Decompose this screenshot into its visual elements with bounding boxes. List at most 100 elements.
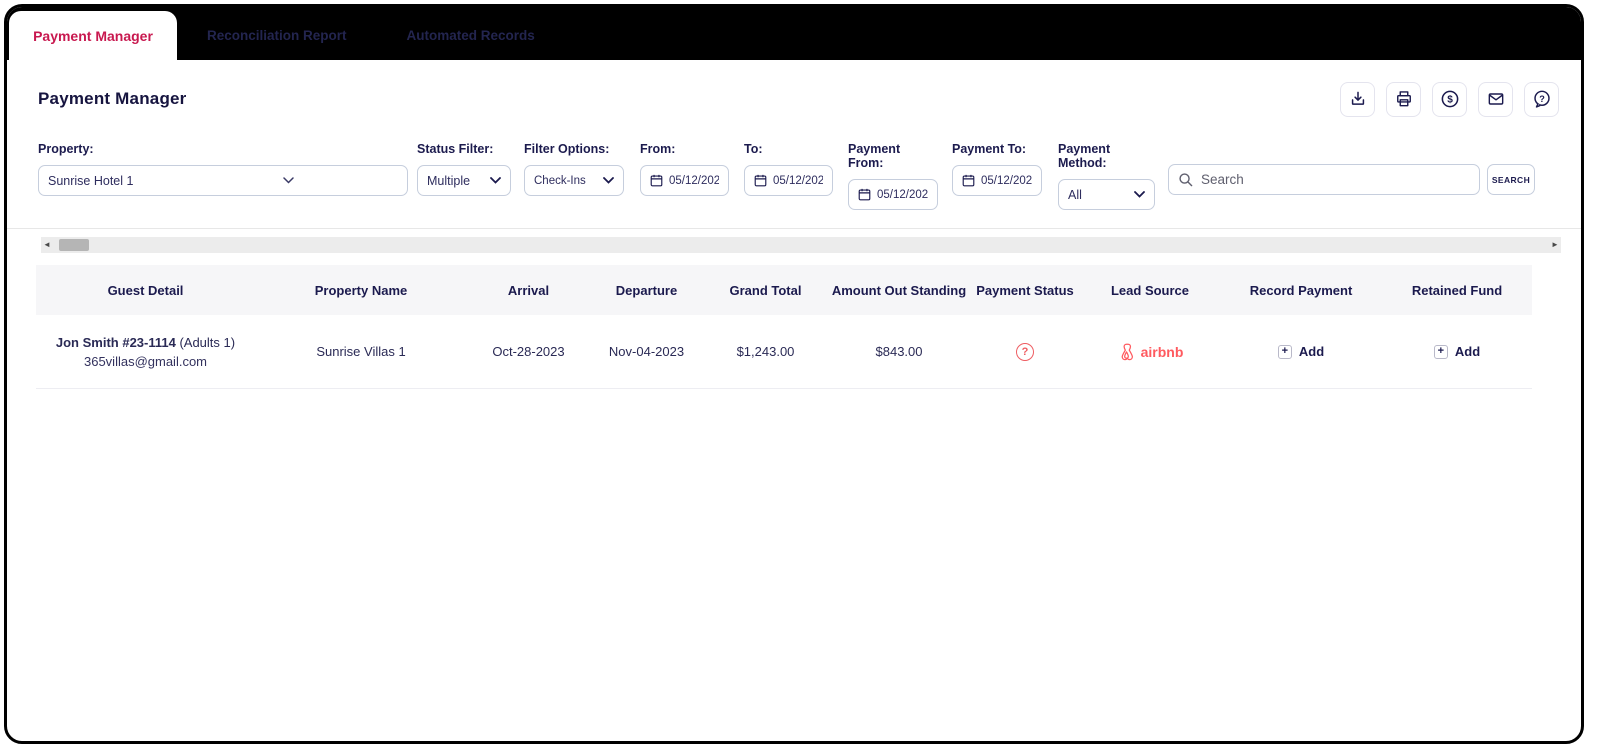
departure-cell: Nov-04-2023 [608,344,685,359]
col-arrival: Arrival [507,282,550,298]
record-payment-add-label: Add [1298,344,1325,359]
payment-method-filter: Payment Method: All [1058,142,1155,210]
col-payment-status: Payment Status [976,282,1074,298]
search-input[interactable] [1201,172,1470,187]
print-button[interactable] [1386,81,1421,117]
payment-method-value: All [1068,187,1082,202]
scroll-right-arrow[interactable]: ► [1551,240,1559,249]
record-payment-add-button[interactable]: + Add [1277,344,1325,359]
col-lead-source: Lead Source [1110,282,1190,298]
col-retained-fund: Retained Fund [1411,282,1503,298]
property-filter: Property: Sunrise Hotel 1 [38,142,408,196]
plus-icon: + [1433,344,1448,359]
col-record-payment: Record Payment [1249,282,1353,298]
payments-table: Guest Detail Property Name Arrival Depar… [36,265,1532,389]
payment-status-cell: ? [970,315,1080,388]
lead-source-badge: airbnb [1117,342,1184,361]
col-amount-outstanding: Amount Out Standing [831,282,967,298]
section-divider [7,228,1581,229]
col-grand-total: Grand Total [729,282,802,298]
payment-from-value: 05/12/2024 [877,188,928,201]
download-icon [1351,91,1364,105]
status-filter: Status Filter: Multiple [417,142,511,196]
payment-method-label: Payment Method: [1058,142,1111,170]
payment-to-value: 05/12/2024 [981,174,1032,187]
filter-options: Filter Options: Check-Ins [524,142,624,196]
plus-icon: + [1277,344,1292,359]
property-label: Property: [38,142,94,156]
guest-name: Jon Smith #23-1114 (Adults 1) [55,334,236,350]
tab-payment-manager[interactable]: Payment Manager [9,11,177,60]
filter-options-select[interactable]: Check-Ins [524,165,624,196]
help-icon: ? [1533,90,1550,108]
tab-reconciliation-report[interactable]: Reconciliation Report [177,11,377,60]
payment-method-select[interactable]: All [1058,179,1155,210]
filter-bar: Property: Sunrise Hotel 1 Status Filter:… [7,142,1581,216]
lead-source-label: airbnb [1140,343,1184,360]
col-guest-detail: Guest Detail [107,282,184,298]
payment-from-label: Payment From: [848,142,901,170]
status-filter-select[interactable]: Multiple [417,165,511,196]
payment-status-unknown-icon[interactable]: ? [1016,342,1034,361]
payment-from-filter: Payment From: 05/12/2024 [848,142,938,210]
from-date-value: 05/12/2024 [669,174,719,187]
status-filter-label: Status Filter: [417,142,494,156]
record-payment-cell: + Add [1220,315,1382,388]
payment-from-input[interactable]: 05/12/2024 [848,179,938,210]
download-button[interactable] [1340,81,1375,117]
chevron-down-icon [283,177,295,184]
retained-fund-add-button[interactable]: + Add [1433,344,1480,359]
from-date-input[interactable]: 05/12/2024 [640,165,729,196]
chevron-down-icon [603,177,614,184]
arrival-cell: Oct-28-2023 [492,344,565,359]
property-name-cell: Sunrise Villas 1 [316,344,406,359]
table-header-row: Guest Detail Property Name Arrival Depar… [36,265,1532,315]
calendar-icon [858,188,871,201]
chevron-down-icon [490,177,501,184]
from-label: From: [640,142,676,156]
to-date-filter: To: 05/12/2024 [744,142,833,196]
search-button[interactable]: SEARCH [1487,164,1535,195]
search-box [1168,164,1480,195]
grand-total-cell: $1,243.00 [736,344,795,359]
help-button[interactable]: ? [1524,81,1559,117]
to-date-input[interactable]: 05/12/2024 [744,165,833,196]
col-property-name: Property Name [314,282,408,298]
horizontal-scrollbar: ◄ ► [41,237,1561,253]
search-button-group: SEARCH [1487,164,1535,195]
calendar-icon [754,174,767,187]
email-button[interactable] [1478,81,1513,117]
property-select[interactable]: Sunrise Hotel 1 [38,165,408,196]
toolbar: $ ? [1340,81,1559,117]
calendar-icon [650,174,663,187]
svg-text:?: ? [1539,94,1545,104]
page-title: Payment Manager [38,89,187,108]
from-date-filter: From: 05/12/2024 [640,142,729,196]
payment-to-input[interactable]: 05/12/2024 [952,165,1042,196]
calendar-icon [962,174,975,187]
page-header: Payment Manager $ [7,60,1581,118]
filter-options-value: Check-Ins [534,174,586,187]
tab-label: Reconciliation Report [207,28,347,43]
property-value: Sunrise Hotel 1 [48,173,134,188]
lead-source-cell: airbnb [1080,315,1220,388]
to-date-value: 05/12/2024 [773,174,823,187]
payment-to-label: Payment To: [952,142,1027,156]
filter-options-label: Filter Options: [524,142,610,156]
mail-icon [1488,93,1503,105]
print-icon [1396,91,1411,107]
retained-fund-cell: + Add [1382,315,1532,388]
guest-email: 365villas@gmail.com [83,353,208,369]
tab-automated-records[interactable]: Automated Records [377,11,565,60]
tab-label: Automated Records [406,28,535,43]
scroll-left-arrow[interactable]: ◄ [43,240,51,249]
scrollbar-thumb[interactable] [59,239,89,251]
search-icon [1179,173,1193,187]
chevron-down-icon [1134,191,1145,198]
dollar-icon: $ [1441,90,1458,108]
tab-bar: Payment Manager Reconciliation Report Au… [7,7,1581,60]
payment-to-filter: Payment To: 05/12/2024 [952,142,1042,196]
payments-button[interactable]: $ [1432,81,1467,117]
search-group [1168,164,1480,195]
status-filter-value: Multiple [427,173,471,188]
